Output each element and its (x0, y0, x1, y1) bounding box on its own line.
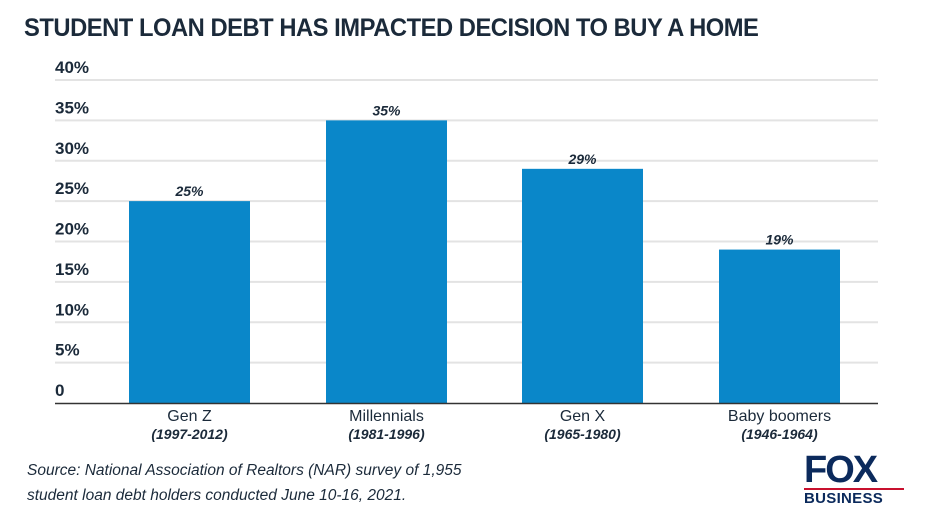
y-tick-label: 25% (55, 179, 89, 198)
x-tick-label: Gen X (560, 408, 606, 425)
x-tick-label: Gen Z (167, 408, 212, 425)
y-tick-label: 10% (55, 300, 89, 319)
y-tick-label: 0 (55, 381, 64, 400)
data-label: 25% (174, 183, 204, 199)
x-tick-label: Millennials (349, 408, 424, 425)
logo-divider (804, 488, 904, 490)
x-tick-sublabel: (1965-1980) (544, 426, 621, 442)
y-tick-label: 35% (55, 98, 89, 117)
y-tick-label: 30% (55, 139, 89, 158)
x-tick-sublabel: (1997-2012) (151, 426, 228, 442)
bar-3 (719, 249, 840, 403)
y-tick-label: 40% (55, 58, 89, 77)
bar-2 (522, 168, 643, 403)
bar-0 (129, 201, 250, 403)
x-tick-sublabel: (1946-1964) (741, 426, 818, 442)
chart-title: STUDENT LOAN DEBT HAS IMPACTED DECISION … (24, 14, 759, 42)
logo-fox-text: FOX (804, 449, 878, 491)
x-tick-sublabel: (1981-1996) (348, 426, 425, 442)
source-line-1: Source: National Association of Realtors… (27, 462, 462, 479)
y-tick-label: 5% (55, 341, 80, 360)
y-tick-label: 15% (55, 260, 89, 279)
data-label: 29% (567, 151, 597, 167)
logo-business-text: BUSINESS (804, 490, 884, 507)
data-label: 19% (765, 232, 794, 248)
fox-business-logo: FOX BUSINESS (804, 449, 912, 508)
source-line-2: student loan debt holders conducted June… (27, 487, 407, 504)
source-note: Source: National Association of Realtors… (27, 458, 461, 508)
data-label: 35% (372, 102, 401, 118)
bar-1 (326, 120, 447, 403)
y-tick-label: 20% (55, 220, 89, 239)
x-tick-label: Baby boomers (728, 408, 831, 425)
